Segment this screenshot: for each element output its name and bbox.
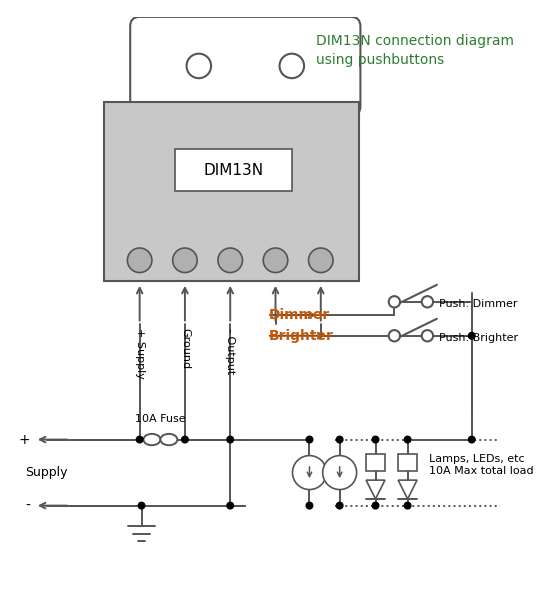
Text: +: + [19, 433, 30, 447]
Polygon shape [398, 480, 417, 499]
Text: - Output: - Output [225, 328, 235, 374]
Circle shape [173, 248, 197, 273]
Text: Push: Brighter: Push: Brighter [439, 333, 518, 343]
Text: Brighter: Brighter [269, 329, 334, 343]
Circle shape [227, 436, 234, 443]
Circle shape [337, 436, 343, 443]
Text: -: - [25, 498, 30, 513]
FancyBboxPatch shape [366, 454, 385, 470]
Circle shape [218, 248, 243, 273]
Circle shape [306, 502, 313, 509]
Circle shape [128, 248, 152, 273]
Circle shape [422, 330, 433, 341]
Circle shape [227, 502, 234, 509]
Circle shape [323, 456, 356, 490]
Polygon shape [366, 480, 385, 499]
Circle shape [263, 248, 288, 273]
Circle shape [372, 436, 379, 443]
Circle shape [469, 333, 475, 339]
Circle shape [389, 296, 400, 307]
FancyBboxPatch shape [104, 101, 359, 281]
Circle shape [404, 502, 411, 509]
FancyBboxPatch shape [398, 454, 417, 470]
FancyBboxPatch shape [174, 149, 293, 192]
Text: Push: Dimmer: Push: Dimmer [439, 298, 517, 309]
Text: DIM13N connection diagram
using pushbuttons: DIM13N connection diagram using pushbutt… [316, 34, 514, 67]
FancyBboxPatch shape [130, 17, 360, 116]
Circle shape [186, 54, 211, 78]
Circle shape [136, 436, 143, 443]
Circle shape [138, 502, 145, 509]
Circle shape [279, 54, 304, 78]
Circle shape [293, 456, 327, 490]
Circle shape [182, 436, 188, 443]
Text: Ground: Ground [180, 328, 190, 370]
Circle shape [306, 436, 313, 443]
Circle shape [422, 296, 433, 307]
Text: Lamps, LEDs, etc
10A Max total load: Lamps, LEDs, etc 10A Max total load [430, 454, 534, 476]
Circle shape [309, 248, 333, 273]
Circle shape [469, 436, 475, 443]
Text: Dimmer: Dimmer [269, 308, 330, 322]
Text: DIM13N: DIM13N [204, 163, 263, 178]
Circle shape [404, 436, 411, 443]
Ellipse shape [144, 434, 161, 445]
Text: + Supply: + Supply [135, 328, 145, 379]
Text: Supply: Supply [25, 466, 68, 479]
Circle shape [337, 502, 343, 509]
Text: 10A Fuse: 10A Fuse [135, 414, 186, 423]
Ellipse shape [161, 434, 178, 445]
Circle shape [389, 330, 400, 341]
Circle shape [372, 502, 379, 509]
